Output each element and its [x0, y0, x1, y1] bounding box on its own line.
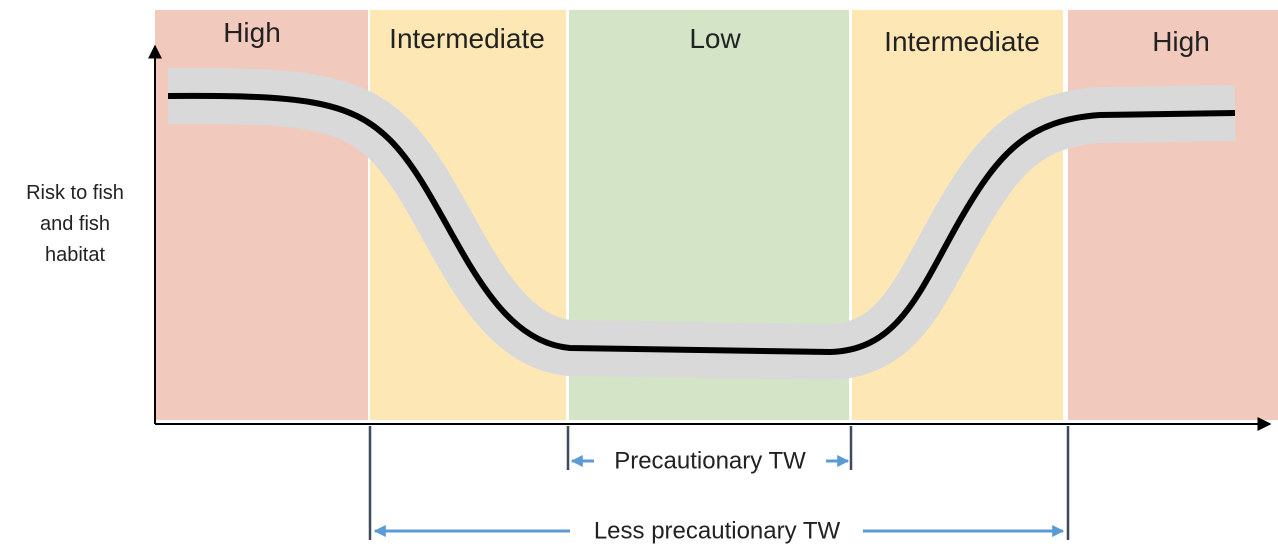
bracket-lines — [368, 426, 1070, 540]
y-axis-label: Risk to fish — [26, 182, 124, 204]
bracket-label: Less precautionary TW — [594, 517, 841, 544]
y-axis-label: habitat — [45, 244, 105, 266]
risk-curve — [167, 92, 1236, 356]
zone-label: Intermediate — [884, 26, 1040, 57]
zone-high — [1068, 10, 1278, 420]
zone-label: High — [1152, 26, 1210, 57]
bracket-arrows — [373, 455, 1065, 537]
y-axis-label: and fish — [40, 213, 110, 235]
bracket-label: Precautionary TW — [614, 447, 806, 474]
zone-label: Intermediate — [389, 23, 545, 54]
zone-label: High — [223, 17, 281, 48]
zone-label: Low — [689, 23, 741, 54]
